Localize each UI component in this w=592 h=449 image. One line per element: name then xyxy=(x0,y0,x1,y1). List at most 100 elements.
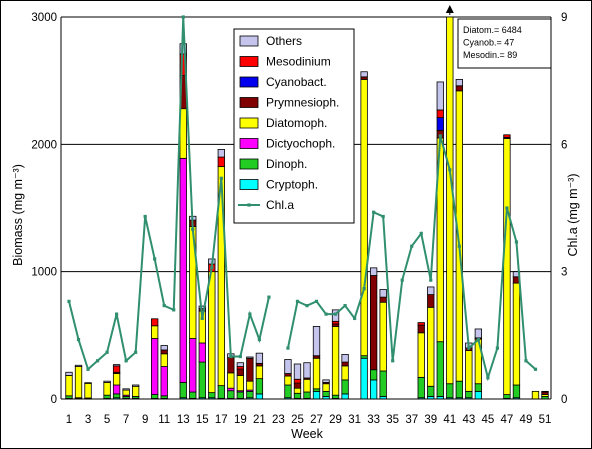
bar-segment-dinoph-week-40 xyxy=(436,341,444,397)
chla-point-week-33 xyxy=(372,210,376,214)
x-tick-label: 49 xyxy=(520,414,533,426)
bar-segment-others-week-42 xyxy=(455,78,463,87)
chla-point-week-41 xyxy=(448,168,452,172)
chla-point-week-22 xyxy=(267,295,271,299)
x-tick-label: 23 xyxy=(272,414,285,426)
bar-segment-diatomoph-week-48 xyxy=(512,282,521,386)
bar-segment-dinoph-week-34 xyxy=(379,370,387,397)
chla-point-week-21 xyxy=(257,337,261,342)
bar-segment-diatomoph-week-27 xyxy=(312,357,321,390)
bar-segment-dinoph-week-14 xyxy=(189,391,197,399)
bar-week-32 xyxy=(360,71,368,400)
chla-point-week-7 xyxy=(124,359,128,363)
bar-segment-diatomoph-week-20 xyxy=(246,380,254,391)
bar-segment-diatomoph-week-24 xyxy=(284,375,292,386)
x-tick-label: 51 xyxy=(539,414,552,426)
chla-point-week-29 xyxy=(333,312,338,316)
bar-segment-diatomoph-week-19 xyxy=(236,375,245,392)
chla-point-week-36 xyxy=(400,278,404,282)
bar-week-1 xyxy=(65,371,73,400)
bar-segment-dinoph-week-48 xyxy=(512,384,521,399)
legend-item: Dinoph. xyxy=(239,157,307,171)
bar-segment-others-week-1 xyxy=(65,371,73,376)
bar-segment-diatomoph-week-43 xyxy=(465,350,473,392)
y2-tick-label: 0 xyxy=(561,394,567,406)
legend-swatch xyxy=(239,76,259,88)
bar-segment-others-week-30 xyxy=(341,354,349,363)
bar-week-6 xyxy=(112,364,121,400)
bar-segment-dictyochoph-week-15 xyxy=(198,342,206,363)
chla-point-week-16 xyxy=(210,265,214,270)
bar-segment-cyanobact-week-40 xyxy=(436,117,444,131)
bar-segment-diatomoph-week-10 xyxy=(151,325,159,339)
bar-segment-diatomoph-week-50 xyxy=(531,390,540,400)
bar-segment-others-week-19 xyxy=(236,362,245,367)
bar-segment-diatomoph-week-38 xyxy=(417,332,425,378)
chla-point-week-42 xyxy=(457,244,461,248)
legend-item: Chl.a xyxy=(238,198,294,212)
x-tick-label: 21 xyxy=(253,414,266,426)
x-tick-label: 1 xyxy=(66,414,72,426)
bar-week-47 xyxy=(503,134,511,400)
bar-week-26 xyxy=(303,362,311,400)
chla-point-week-19 xyxy=(238,354,242,359)
bar-segment-diatomoph-week-1 xyxy=(65,375,73,397)
y-tick-label: 3000 xyxy=(31,12,57,24)
chla-point-week-45 xyxy=(486,376,490,380)
bar-week-13 xyxy=(179,43,187,400)
bar-segment-cryptoph-week-32 xyxy=(360,357,368,400)
bar-segment-prymnesioph-week-19 xyxy=(236,368,245,376)
chla-point-week-25 xyxy=(295,299,300,303)
bar-segment-diatomoph-week-5 xyxy=(103,382,111,396)
bar-segment-dinoph-week-42 xyxy=(455,380,463,399)
x-tick-label: 25 xyxy=(291,414,304,426)
bar-segment-others-week-44 xyxy=(474,328,483,339)
x-tick-label: 45 xyxy=(481,414,494,426)
bar-week-17 xyxy=(217,149,225,400)
bar-segment-dinoph-week-47 xyxy=(503,394,511,399)
x-tick-label: 37 xyxy=(405,414,418,426)
bar-segment-diatomoph-week-7 xyxy=(122,389,130,396)
y2-tick-label: 6 xyxy=(561,139,567,151)
bar-segment-others-week-26 xyxy=(303,362,311,379)
annotation-line: Diatom.= 6484 xyxy=(463,25,522,35)
bar-segment-others-week-15 xyxy=(198,305,206,309)
annotation-line: Mesodin.= 89 xyxy=(463,50,517,60)
y2-axis-label: Chl.a (mg m⁻³) xyxy=(566,174,580,257)
bar-segment-dinoph-week-21 xyxy=(255,378,264,395)
chla-point-week-38 xyxy=(419,231,423,236)
x-tick-label: 9 xyxy=(142,414,148,426)
bar-segment-others-week-27 xyxy=(312,326,321,357)
chla-point-week-50 xyxy=(533,367,538,371)
chla-point-week-20 xyxy=(248,312,252,316)
legend-item: Prymnesioph. xyxy=(239,96,339,110)
bar-segment-cryptoph-week-33 xyxy=(369,379,378,400)
chla-point-week-46 xyxy=(495,346,499,350)
bar-week-48 xyxy=(512,271,521,400)
bar-segment-diatomoph-week-30 xyxy=(341,365,349,381)
bar-segment-dinoph-week-38 xyxy=(417,376,425,399)
x-axis-label: Week xyxy=(291,427,323,441)
legend-label: Dinoph. xyxy=(266,157,307,171)
chla-point-week-15 xyxy=(200,316,204,320)
bar-segment-diatomoph-week-41 xyxy=(446,16,454,385)
bar-segment-dinoph-week-18 xyxy=(227,390,235,399)
bar-segment-others-week-6 xyxy=(112,364,121,367)
bar-segment-dinoph-week-33 xyxy=(369,369,378,381)
chla-point-week-28 xyxy=(324,312,328,316)
bar-week-29 xyxy=(331,309,340,400)
bar-segment-dinoph-week-41 xyxy=(446,383,454,399)
bar-segment-prymnesioph-week-33 xyxy=(369,275,378,371)
bar-segment-others-week-28 xyxy=(322,379,330,383)
legend-marker xyxy=(247,203,251,207)
bar-segment-others-week-24 xyxy=(284,359,292,374)
legend-swatch xyxy=(239,158,259,170)
chla-point-week-1 xyxy=(67,299,71,303)
bar-segment-dinoph-week-17 xyxy=(217,385,225,399)
chla-point-week-17 xyxy=(219,176,223,180)
x-tick-label: 17 xyxy=(215,414,228,426)
bar-week-25 xyxy=(293,363,302,400)
legend-label: Others xyxy=(266,34,302,48)
y-tick-label: 2000 xyxy=(31,139,57,151)
bar-week-38 xyxy=(417,322,425,400)
